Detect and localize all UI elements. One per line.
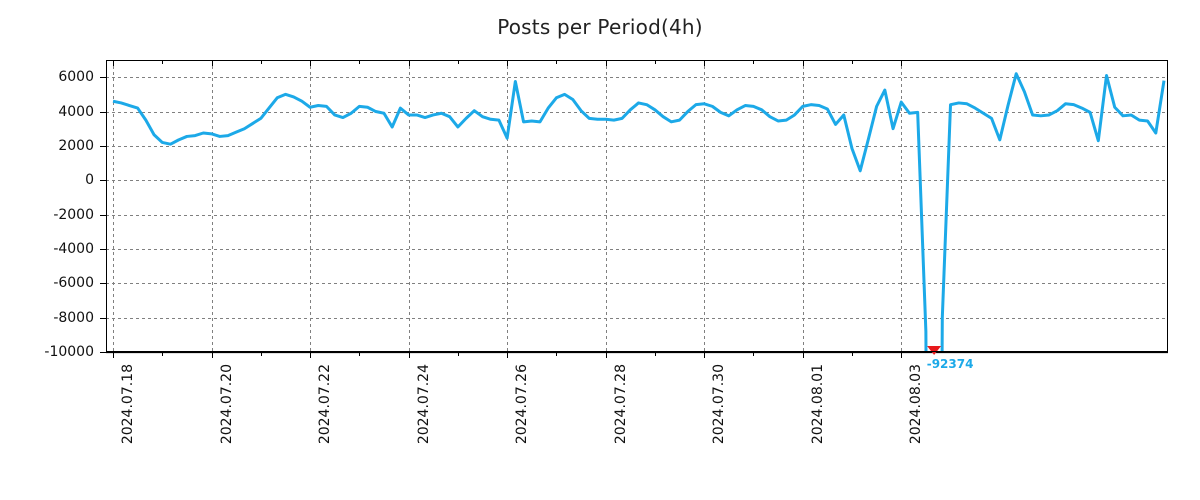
y-tick-label: 6000 [58,69,94,86]
y-tick-label: 2000 [58,137,94,154]
axis-ticks [100,60,902,358]
y-tick-label: -6000 [53,275,94,292]
y-tick-label: 0 [85,172,94,189]
min-value-annotation: -92374 [926,357,974,371]
y-tick-label: -10000 [44,344,94,360]
plot-area-frame [106,60,1168,352]
min-value-marker [927,346,942,355]
y-tick-label: -8000 [53,309,94,326]
data-series-layer [112,72,1166,352]
chart-title: Posts per Period(4h) [497,15,703,39]
gridlines [106,60,1168,354]
y-tick-label: -2000 [53,206,94,223]
y-tick-label: 4000 [58,103,94,120]
y-tick-label: -4000 [53,240,94,257]
